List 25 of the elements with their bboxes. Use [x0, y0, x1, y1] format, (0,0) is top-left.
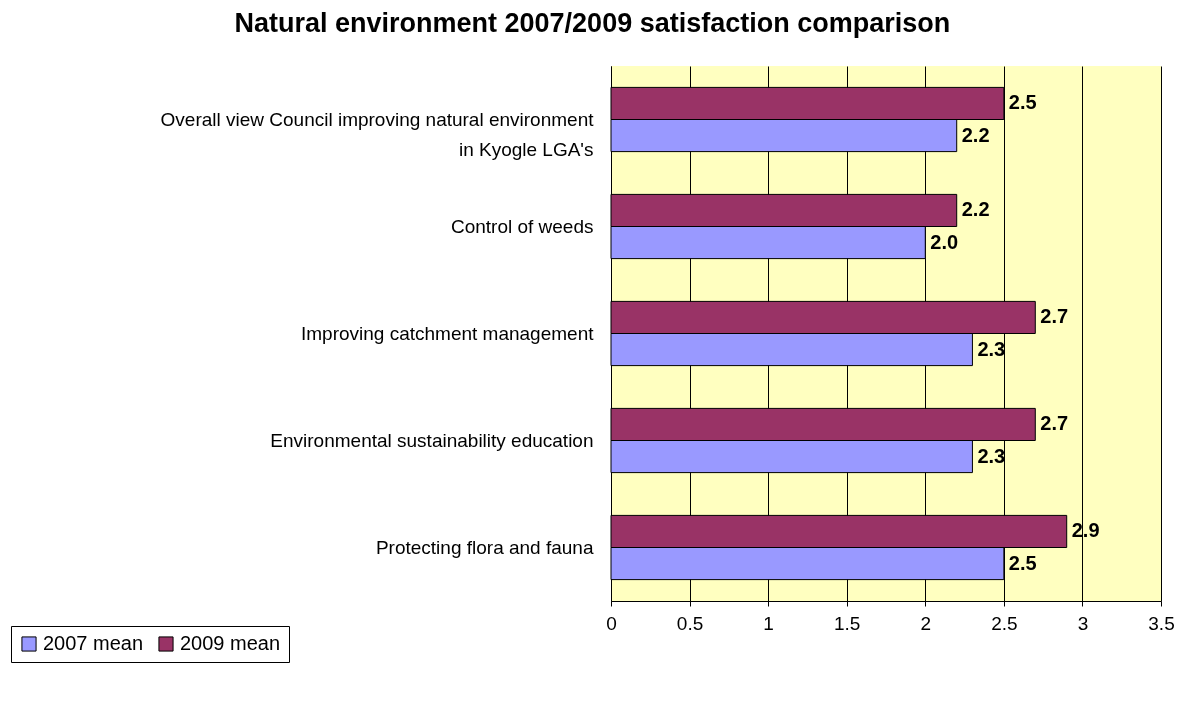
- x-tick-label: 0: [606, 612, 617, 634]
- x-tick-label: 3.5: [1148, 612, 1175, 634]
- legend-label: 2007 mean: [43, 632, 144, 654]
- x-tick-label: 1.5: [834, 612, 861, 634]
- data-label: 2.7: [1040, 412, 1069, 435]
- data-label: 2.7: [1040, 305, 1069, 328]
- data-label: 2.2: [961, 123, 990, 146]
- data-label: 2.2: [961, 198, 990, 221]
- x-tick-label: 2: [920, 612, 932, 634]
- y-tick-label: Control of weeds: [450, 215, 594, 237]
- chart-title: Natural environment 2007/2009 satisfaction comparison: [234, 8, 951, 38]
- y-tick-label: Improving catchment management: [300, 322, 595, 344]
- data-label: 2.5: [1008, 551, 1037, 574]
- x-tick-label: 2.5: [991, 612, 1018, 634]
- x-tick-label: 0.5: [676, 612, 704, 634]
- x-tick-label: 3: [1077, 612, 1089, 634]
- y-tick-label: Overall view Council improving natural environment in Kyogle LGA's: [160, 108, 595, 160]
- data-label: 2.5: [1008, 91, 1037, 114]
- y-tick-label: Protecting flora and fauna: [375, 536, 594, 558]
- data-label: 2.3: [977, 444, 1006, 467]
- data-label: 2.0: [930, 230, 959, 253]
- y-tick-label: Environmental sustainability education: [270, 429, 594, 451]
- data-label: 2.3: [977, 337, 1006, 360]
- legend-label: 2009 mean: [180, 632, 281, 654]
- x-tick-label: 1: [763, 612, 774, 634]
